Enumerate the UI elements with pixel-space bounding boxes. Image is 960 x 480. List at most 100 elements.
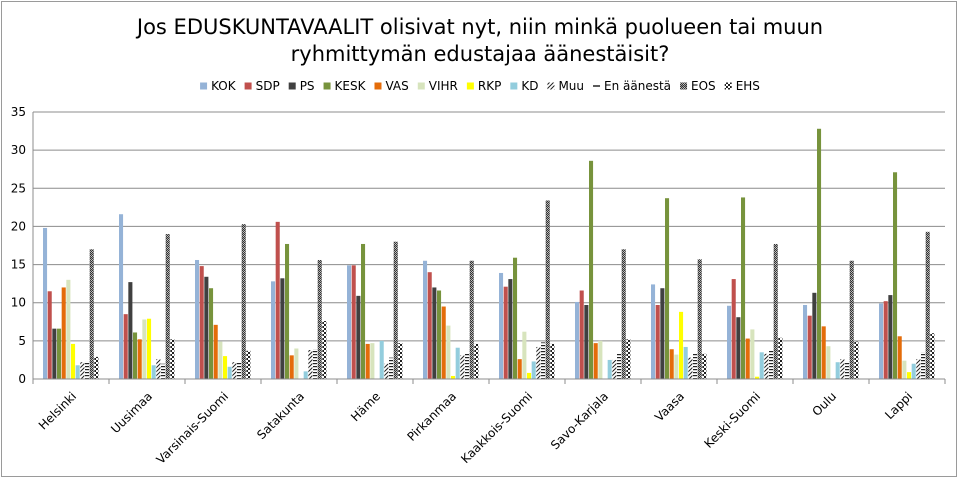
legend: KOK SDP PS KESK VAS VIHR RKP KD Muu En äänestä EOS… (200, 79, 760, 93)
bar-kesk-hame (361, 243, 366, 379)
legend-label: KESK (335, 79, 367, 93)
bar-en-aanesta-satakunta (313, 349, 318, 379)
bar-kok-lappi (879, 303, 884, 379)
bar-eos-pirkanmaa (469, 260, 474, 379)
bar-ehs-uusimaa (170, 339, 175, 379)
bar-sdp-oulu (807, 315, 812, 379)
bar-ehs-helsinki (94, 356, 99, 379)
bar-ps-helsinki (52, 328, 57, 379)
legend-label: KD (521, 79, 538, 93)
bar-vas-keski-suomi (745, 338, 750, 379)
bar-ps-oulu (812, 292, 817, 379)
bar-kok-oulu (803, 305, 808, 379)
bar-en-aanesta-lappi (921, 352, 926, 379)
x-tick-label: Kaakkois-Suomi (458, 389, 535, 466)
bar-muu-lappi (916, 359, 921, 379)
legend-swatch (547, 82, 555, 90)
bar-en-aanesta-savo-karjala (617, 353, 622, 379)
x-tick-label: Keski-Suomi (702, 389, 764, 451)
bar-muu-vaasa (688, 357, 693, 379)
bar-muu-uusimaa (156, 359, 161, 379)
bar-ehs-pirkanmaa (474, 343, 479, 379)
bar-vas-pirkanmaa (441, 306, 446, 379)
bar-rkp-uusimaa (147, 318, 152, 379)
bar-kok-satakunta (271, 281, 276, 379)
bar-kok-keski-suomi (727, 305, 732, 379)
bar-muu-helsinki (80, 362, 85, 379)
bar-kesk-vaasa (665, 198, 670, 379)
bar-vihr-uusimaa (142, 319, 147, 379)
bar-muu-kaakkois-suomi (536, 346, 541, 379)
legend-item-kd: KD (510, 79, 538, 93)
legend-label: En äänestä (604, 79, 671, 93)
bar-kesk-kaakkois-suomi (513, 257, 518, 379)
x-tick-label: Varsinais-Suomi (154, 389, 232, 467)
bar-vas-vaasa (669, 349, 674, 379)
bar-vas-satakunta (289, 355, 294, 379)
bar-vihr-oulu (826, 346, 831, 379)
bar-kesk-uusimaa (133, 332, 138, 379)
bar-kok-kaakkois-suomi (499, 272, 504, 379)
bar-vihr-pirkanmaa (446, 325, 451, 379)
bar-muu-oulu (840, 359, 845, 379)
x-tick-label: Satakunta (254, 389, 307, 442)
bar-vihr-helsinki (66, 279, 71, 379)
legend-swatch (724, 82, 732, 90)
legend-swatch (244, 82, 252, 90)
bar-eos-savo-karjala (621, 249, 626, 379)
x-tick-label: Lappi (882, 389, 915, 422)
y-tick-label: 25 (11, 181, 26, 195)
y-tick-label: 20 (11, 219, 26, 233)
bar-vas-kaakkois-suomi (517, 359, 522, 379)
bar-muu-keski-suomi (764, 353, 769, 379)
bar-vas-varsinais-suomi (213, 324, 218, 379)
bar-eos-vaasa (697, 259, 702, 379)
legend-swatch (200, 82, 208, 90)
legend-label: EHS (736, 79, 760, 93)
bar-kd-hame (379, 340, 384, 379)
bar-kd-lappi (911, 363, 916, 379)
bar-en-aanesta-keski-suomi (769, 350, 774, 379)
bar-kesk-varsinais-suomi (209, 288, 214, 379)
x-tick-label: Häme (348, 389, 383, 424)
x-tick-label: Oulu (809, 389, 839, 419)
bar-eos-varsinais-suomi (241, 224, 246, 379)
bar-sdp-satakunta (275, 221, 280, 379)
bar-ehs-varsinais-suomi (246, 350, 251, 379)
legend-item-sdp: SDP (244, 79, 280, 93)
bar-sdp-savo-karjala (579, 290, 584, 379)
bar-ps-kaakkois-suomi (508, 279, 513, 379)
bar-rkp-varsinais-suomi (223, 356, 228, 379)
bar-kd-varsinais-suomi (227, 366, 232, 379)
bar-kok-varsinais-suomi (195, 259, 200, 379)
bar-vas-hame (365, 343, 370, 379)
bar-kesk-keski-suomi (741, 197, 746, 379)
bar-vihr-hame (370, 343, 375, 379)
y-tick-label: 35 (11, 105, 26, 119)
bar-eos-kaakkois-suomi (545, 200, 550, 379)
bar-vihr-savo-karjala (598, 340, 603, 379)
legend-label: RKP (478, 79, 501, 93)
bar-vas-lappi (897, 336, 902, 379)
bar-kesk-satakunta (285, 243, 290, 379)
bar-en-aanesta-helsinki (85, 361, 90, 379)
y-tick-label: 10 (11, 296, 26, 310)
bar-vas-oulu (821, 326, 826, 379)
bar-muu-savo-karjala (612, 359, 617, 379)
bar-rkp-kaakkois-suomi (527, 372, 532, 379)
legend-item-en-aanesta: En äänestä (593, 79, 671, 93)
bar-vihr-varsinais-suomi (218, 341, 223, 379)
bar-muu-hame (384, 363, 389, 379)
bar-kd-savo-karjala (607, 359, 612, 379)
bar-en-aanesta-vaasa (693, 353, 698, 379)
bar-en-aanesta-pirkanmaa (465, 353, 470, 379)
bar-ehs-savo-karjala (626, 339, 631, 379)
legend-swatch (288, 82, 296, 90)
x-tick-label: Pirkanmaa (404, 389, 459, 444)
x-tick-label: Savo-Karjala (548, 389, 611, 452)
x-tick-label: Helsinki (36, 389, 79, 432)
legend-item-rkp: RKP (466, 79, 501, 93)
legend-swatch (417, 82, 425, 90)
y-tick-label: 30 (11, 143, 26, 157)
